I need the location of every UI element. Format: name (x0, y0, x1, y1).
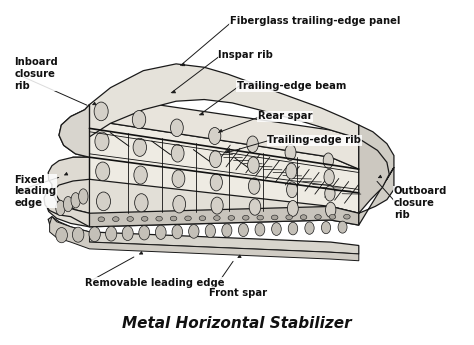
Ellipse shape (106, 226, 117, 241)
Ellipse shape (338, 221, 347, 233)
Ellipse shape (172, 170, 185, 187)
Polygon shape (359, 139, 389, 213)
Circle shape (228, 216, 235, 220)
Circle shape (156, 216, 163, 221)
Polygon shape (90, 105, 359, 213)
Polygon shape (59, 105, 90, 157)
Ellipse shape (173, 195, 186, 213)
Ellipse shape (326, 202, 336, 217)
Ellipse shape (209, 128, 221, 145)
Text: Inspar rib: Inspar rib (218, 50, 273, 60)
Text: Fixed
leading
edge: Fixed leading edge (15, 175, 56, 208)
Ellipse shape (155, 225, 166, 239)
Ellipse shape (222, 224, 232, 237)
Ellipse shape (122, 226, 133, 240)
Ellipse shape (94, 102, 108, 121)
Ellipse shape (305, 222, 314, 234)
Text: Rear spar: Rear spar (258, 111, 312, 121)
Ellipse shape (249, 199, 261, 215)
Text: Fiberglass trailing-edge panel: Fiberglass trailing-edge panel (230, 17, 401, 27)
Circle shape (243, 215, 249, 220)
Circle shape (286, 215, 292, 220)
Ellipse shape (97, 192, 110, 211)
Ellipse shape (288, 222, 298, 235)
Polygon shape (359, 125, 394, 225)
Polygon shape (44, 157, 90, 227)
Ellipse shape (56, 200, 65, 216)
Ellipse shape (211, 197, 223, 214)
Text: Inboard
closure
rib: Inboard closure rib (15, 58, 58, 91)
Circle shape (170, 216, 177, 221)
Polygon shape (50, 217, 359, 261)
Ellipse shape (210, 174, 222, 191)
Ellipse shape (255, 223, 265, 236)
Circle shape (98, 217, 105, 221)
Ellipse shape (79, 189, 88, 204)
Polygon shape (90, 64, 359, 139)
Circle shape (301, 215, 307, 219)
Circle shape (214, 216, 220, 220)
Circle shape (141, 216, 148, 221)
Ellipse shape (89, 227, 100, 242)
Ellipse shape (64, 196, 73, 212)
Ellipse shape (323, 153, 334, 168)
Ellipse shape (286, 163, 297, 179)
Polygon shape (90, 98, 359, 169)
Ellipse shape (132, 110, 146, 129)
Ellipse shape (133, 138, 146, 156)
Polygon shape (90, 206, 359, 227)
Ellipse shape (73, 227, 84, 242)
Ellipse shape (325, 186, 335, 201)
Text: Removable leading edge: Removable leading edge (85, 278, 224, 288)
Circle shape (272, 215, 278, 220)
Ellipse shape (135, 194, 148, 212)
Circle shape (112, 217, 119, 221)
Text: Trailing-edge rib: Trailing-edge rib (267, 135, 361, 145)
Circle shape (315, 215, 321, 219)
Ellipse shape (134, 166, 147, 184)
Ellipse shape (285, 145, 296, 160)
Ellipse shape (238, 224, 248, 237)
Circle shape (199, 216, 206, 220)
Text: Outboard
closure
rib: Outboard closure rib (394, 186, 447, 220)
Polygon shape (46, 179, 359, 227)
Ellipse shape (96, 162, 110, 181)
Ellipse shape (205, 224, 216, 238)
Ellipse shape (171, 119, 183, 137)
Ellipse shape (171, 145, 184, 162)
Polygon shape (48, 217, 359, 254)
Text: Front spar: Front spar (209, 288, 267, 298)
Circle shape (127, 217, 134, 221)
Ellipse shape (139, 226, 150, 240)
Ellipse shape (210, 151, 222, 168)
Ellipse shape (95, 132, 109, 151)
Ellipse shape (287, 182, 298, 198)
Circle shape (257, 215, 264, 220)
Ellipse shape (287, 200, 298, 216)
Ellipse shape (321, 221, 330, 234)
Ellipse shape (172, 225, 182, 239)
Ellipse shape (247, 157, 259, 173)
Ellipse shape (56, 228, 67, 243)
Ellipse shape (71, 193, 81, 208)
Ellipse shape (248, 178, 260, 194)
Text: Metal Horizontal Stabilizer: Metal Horizontal Stabilizer (122, 316, 352, 331)
Ellipse shape (324, 169, 334, 185)
Ellipse shape (247, 136, 258, 152)
Circle shape (344, 214, 350, 219)
Ellipse shape (189, 225, 199, 238)
Circle shape (185, 216, 191, 221)
Circle shape (329, 215, 336, 219)
Polygon shape (52, 105, 90, 213)
Ellipse shape (272, 223, 281, 235)
Text: Trailing-edge beam: Trailing-edge beam (237, 81, 346, 91)
